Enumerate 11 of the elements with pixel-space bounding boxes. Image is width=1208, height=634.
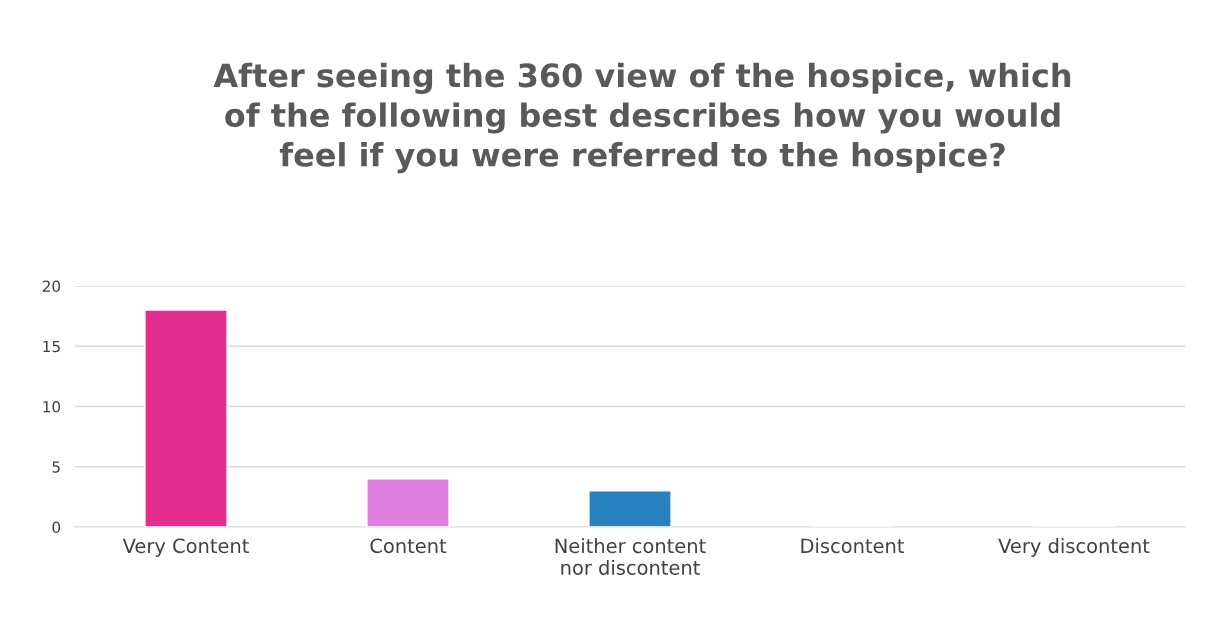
chart-title: After seeing the 360 view of the hospice, which of the following best describes how you would feel if you were referred to the hospice? — [213, 62, 1071, 174]
y-tick-label: 5 — [52, 461, 60, 473]
x-tick-label: Discontent — [801, 538, 905, 554]
x-tick-label: Content — [370, 538, 447, 554]
y-tick-label: 15 — [43, 340, 60, 353]
y-tick-label: 0 — [52, 521, 61, 534]
x-tick-label: Very discontent — [998, 538, 1150, 557]
y-tick-label: 20 — [42, 280, 61, 293]
y-tick-label: 10 — [43, 400, 61, 413]
x-tick-label: Very Content — [122, 538, 249, 557]
x-tick-label: Neither content nor discontent — [555, 538, 706, 575]
